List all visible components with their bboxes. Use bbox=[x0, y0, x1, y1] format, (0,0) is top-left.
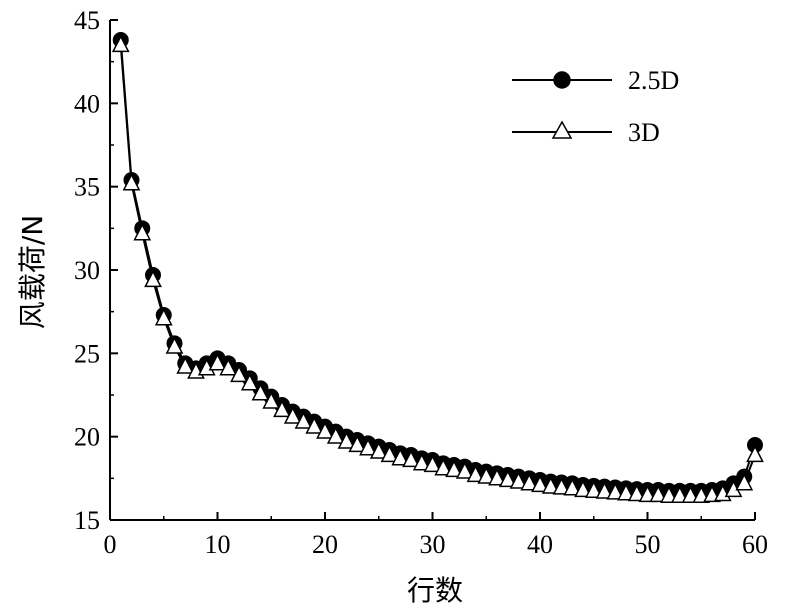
data-point bbox=[541, 476, 560, 494]
data-point bbox=[111, 34, 130, 53]
series-line bbox=[119, 39, 756, 492]
data-point bbox=[122, 173, 141, 191]
y-tick-label: 35 bbox=[74, 173, 100, 202]
data-point bbox=[606, 482, 625, 500]
data-point bbox=[133, 223, 152, 241]
y-tick-label: 30 bbox=[74, 256, 100, 285]
x-tick-label: 20 bbox=[312, 530, 338, 559]
series-line bbox=[119, 44, 756, 497]
data-point bbox=[584, 480, 603, 498]
data-point bbox=[391, 448, 410, 466]
series-2-5d bbox=[112, 32, 763, 499]
data-point bbox=[219, 358, 238, 376]
x-tick-label: 10 bbox=[205, 530, 231, 559]
data-point bbox=[305, 416, 324, 434]
y-axis-title: 风载荷/N bbox=[16, 215, 49, 329]
data-point bbox=[627, 484, 646, 502]
data-point bbox=[477, 466, 496, 484]
data-point bbox=[369, 441, 388, 459]
data-point bbox=[595, 481, 614, 499]
data-point bbox=[498, 469, 517, 488]
legend-item-2-5d: 2.5D bbox=[512, 66, 679, 95]
data-point bbox=[165, 336, 184, 354]
y-tick-label: 45 bbox=[74, 6, 100, 35]
x-tick-label: 50 bbox=[635, 530, 661, 559]
data-point bbox=[434, 458, 453, 476]
axis-ticks: 0 10 20 30 40 50 60 15 20 25 30 35 40 45 bbox=[74, 6, 768, 559]
data-point bbox=[380, 444, 399, 463]
data-point bbox=[262, 391, 281, 409]
data-point bbox=[316, 421, 334, 439]
y-tick-label: 25 bbox=[74, 339, 100, 368]
data-point bbox=[649, 484, 668, 503]
legend-label-2-5d: 2.5D bbox=[628, 66, 679, 95]
data-point bbox=[273, 399, 291, 418]
data-point bbox=[531, 474, 549, 493]
data-point bbox=[681, 485, 700, 503]
data-point bbox=[251, 383, 270, 401]
data-point bbox=[176, 356, 195, 374]
data-point bbox=[359, 438, 377, 456]
y-tick-label: 15 bbox=[74, 506, 100, 535]
y-tick-label: 40 bbox=[74, 89, 100, 118]
series-layer bbox=[111, 32, 764, 503]
legend: 2.5D 3D bbox=[512, 66, 679, 147]
y-tick-label: 20 bbox=[74, 423, 100, 452]
data-point bbox=[144, 269, 162, 288]
x-tick-label: 30 bbox=[420, 530, 446, 559]
data-point bbox=[563, 478, 582, 496]
x-tick-label: 40 bbox=[527, 530, 553, 559]
x-tick-label: 60 bbox=[742, 530, 768, 559]
data-point bbox=[520, 473, 539, 491]
data-point bbox=[746, 444, 764, 463]
data-point bbox=[445, 459, 463, 478]
data-point bbox=[240, 373, 259, 391]
data-point bbox=[574, 479, 592, 498]
data-point bbox=[660, 485, 678, 503]
data-point bbox=[509, 471, 528, 489]
x-tick-label: 0 bbox=[104, 530, 117, 559]
data-point bbox=[412, 453, 431, 471]
data-point bbox=[337, 431, 356, 449]
data-point bbox=[638, 484, 657, 503]
data-point bbox=[208, 353, 227, 371]
data-point bbox=[552, 477, 571, 495]
data-point bbox=[326, 426, 345, 444]
legend-marker-3d bbox=[551, 120, 573, 139]
legend-label-3d: 3D bbox=[628, 118, 660, 147]
data-point bbox=[230, 364, 248, 383]
data-point bbox=[466, 464, 485, 483]
series-3d bbox=[111, 34, 764, 503]
data-point bbox=[283, 406, 302, 424]
data-point bbox=[488, 468, 506, 486]
data-point bbox=[348, 434, 367, 453]
data-point bbox=[294, 411, 313, 429]
legend-item-3d: 3D bbox=[512, 118, 660, 147]
data-point bbox=[735, 473, 754, 491]
data-point bbox=[455, 461, 474, 479]
axes bbox=[109, 20, 755, 521]
data-point bbox=[670, 485, 689, 503]
data-point bbox=[423, 454, 442, 473]
data-point bbox=[154, 308, 173, 326]
data-point bbox=[617, 483, 635, 501]
legend-marker-2-5d bbox=[553, 71, 571, 89]
data-point bbox=[402, 449, 420, 468]
x-axis-title: 行数 bbox=[407, 574, 463, 607]
